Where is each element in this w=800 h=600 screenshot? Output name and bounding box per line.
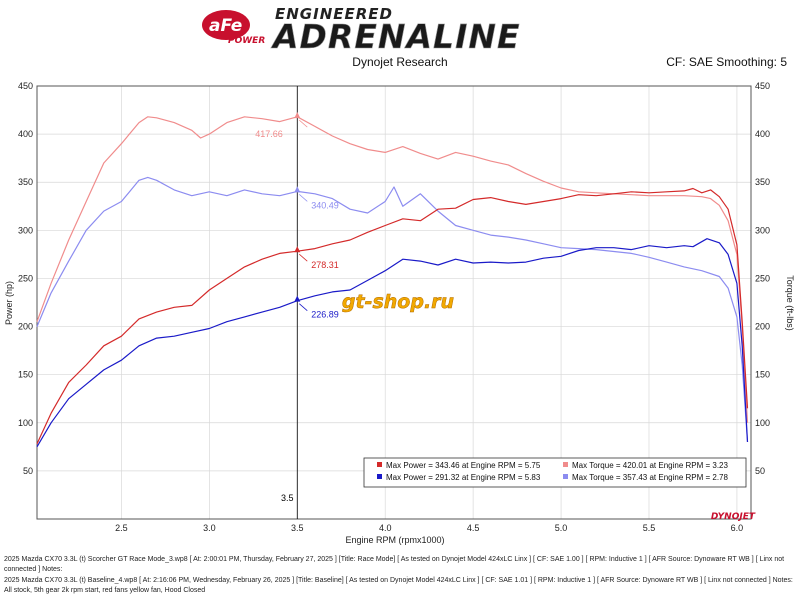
annotation-marker bbox=[294, 246, 301, 253]
x-tick-label: 4.0 bbox=[379, 523, 392, 533]
y2-tick-label: 200 bbox=[755, 322, 770, 332]
afe-logo: aFe POWER bbox=[202, 10, 265, 46]
afe-power-text: POWER bbox=[228, 36, 265, 46]
legend-box bbox=[363, 457, 747, 488]
y2-axis-label: Torque (ft-lbs) bbox=[785, 275, 795, 331]
annotation-leader bbox=[299, 194, 308, 202]
notes-line-1: 2025 Mazda CX70 3.3L (t) Scorcher GT Rac… bbox=[4, 556, 785, 573]
annotation-label: 417.66 bbox=[255, 129, 283, 139]
y-tick-label: 250 bbox=[18, 273, 33, 283]
x-tick-label: 5.5 bbox=[643, 523, 656, 533]
legend: Max Power = 343.46 at Engine RPM = 5.75 M… bbox=[363, 457, 747, 488]
legend-entry: Max Power = 291.32 at Engine RPM = 5.83 bbox=[386, 473, 541, 482]
rpm-cursor-label: 3.5 bbox=[281, 493, 294, 503]
y2-tick-label: 350 bbox=[755, 177, 770, 187]
legend-entry: Max Torque = 420.01 at Engine RPM = 3.23 bbox=[572, 461, 729, 470]
x-tick-label: 3.0 bbox=[203, 523, 216, 533]
legend-entry: Max Power = 343.46 at Engine RPM = 5.75 bbox=[386, 461, 541, 470]
annotation-leader bbox=[299, 253, 308, 262]
annotation-label: 340.49 bbox=[311, 200, 339, 210]
series-layer bbox=[36, 116, 749, 448]
y2-tick-label: 150 bbox=[755, 370, 770, 380]
x-tick-label: 3.5 bbox=[291, 523, 304, 533]
y-tick-label: 150 bbox=[18, 370, 33, 380]
legend-entry: Max Torque = 357.43 at Engine RPM = 2.78 bbox=[572, 473, 729, 482]
y-tick-label: 300 bbox=[18, 225, 33, 235]
annotations: 417.66 340.49 278.31 226.89 bbox=[255, 112, 339, 320]
legend-swatch bbox=[563, 462, 568, 467]
y2-tick-label: 300 bbox=[755, 225, 770, 235]
notes-line-2: 2025 Mazda CX70 3.3L (t) Baseline_4.wp8 … bbox=[4, 577, 793, 594]
annotation-leader bbox=[299, 303, 308, 311]
annotation-marker bbox=[294, 112, 301, 119]
series-line-torque-baseline bbox=[36, 176, 749, 443]
x-tick-label: 5.0 bbox=[555, 523, 568, 533]
watermark: gt-shop.ru bbox=[342, 291, 454, 313]
legend-swatch bbox=[377, 462, 382, 467]
dyno-chart: aFe POWER ENGINEERED ADRENALINE Dynojet … bbox=[4, 5, 795, 545]
series-line-torque-modified bbox=[36, 116, 749, 423]
banner-top-text: ENGINEERED bbox=[275, 5, 393, 23]
x-tick-label: 2.5 bbox=[115, 523, 128, 533]
y2-tick-label: 450 bbox=[755, 81, 770, 91]
y-tick-label: 350 bbox=[18, 177, 33, 187]
x-tick-label: 4.5 bbox=[467, 523, 480, 533]
cf-info: CF: SAE Smoothing: 5 bbox=[666, 55, 787, 69]
annotation-label: 226.89 bbox=[311, 310, 339, 320]
annotation-marker bbox=[294, 186, 301, 193]
dynojet-logo: DYNOJET bbox=[711, 512, 756, 522]
annotation-leader bbox=[299, 119, 308, 128]
annotation-label: 278.31 bbox=[311, 260, 339, 270]
y2-tick-label: 400 bbox=[755, 129, 770, 139]
y-axis-label: Power (hp) bbox=[4, 281, 14, 325]
series-line-power-modified bbox=[36, 187, 749, 445]
series-line-power-baseline bbox=[36, 238, 749, 448]
y2-tick-label: 100 bbox=[755, 418, 770, 428]
ticks: 50 50 100 100 150 150 200 200 250 250 300 300 350 350… bbox=[18, 81, 770, 533]
x-axis-label: Engine RPM (rpmx1000) bbox=[345, 535, 444, 545]
y-tick-label: 50 bbox=[23, 466, 33, 476]
y-tick-label: 200 bbox=[18, 322, 33, 332]
y2-tick-label: 250 bbox=[755, 273, 770, 283]
y-tick-label: 400 bbox=[18, 129, 33, 139]
y-tick-label: 100 bbox=[18, 418, 33, 428]
banner-main-text: ADRENALINE bbox=[270, 17, 521, 56]
x-tick-label: 6.0 bbox=[731, 523, 744, 533]
legend-swatch bbox=[563, 474, 568, 479]
chart-subtitle: Dynojet Research bbox=[352, 55, 447, 69]
annotation-marker bbox=[294, 295, 301, 302]
grid bbox=[37, 85, 751, 519]
afe-logo-text: aFe bbox=[209, 16, 242, 36]
plot-frame bbox=[36, 85, 752, 520]
y-tick-label: 450 bbox=[18, 81, 33, 91]
legend-swatch bbox=[377, 474, 382, 479]
y2-tick-label: 50 bbox=[755, 466, 765, 476]
